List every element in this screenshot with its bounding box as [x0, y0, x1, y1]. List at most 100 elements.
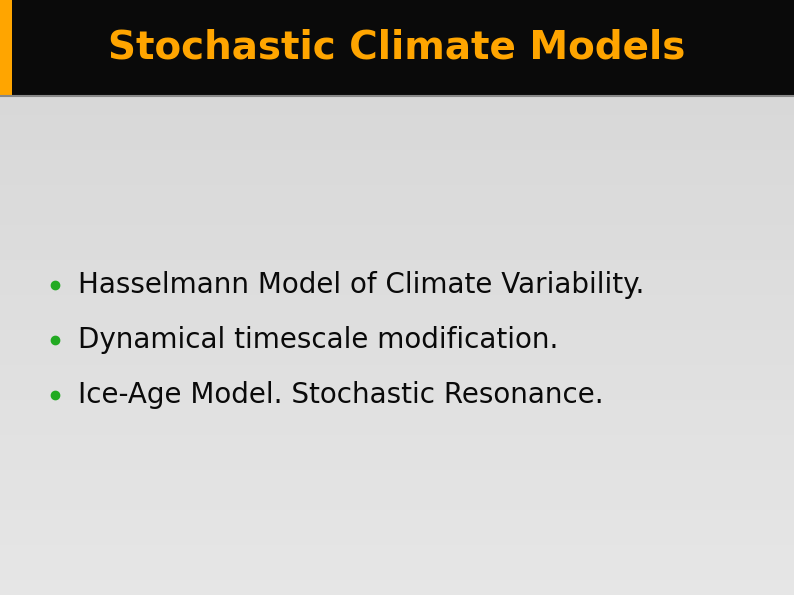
Bar — [0, 170, 794, 175]
Bar — [0, 525, 794, 530]
Bar — [0, 585, 794, 590]
Bar — [0, 395, 794, 400]
Bar — [0, 405, 794, 410]
Text: Dynamical timescale modification.: Dynamical timescale modification. — [78, 326, 558, 354]
Bar — [0, 145, 794, 150]
Bar — [0, 285, 794, 290]
Bar — [0, 265, 794, 270]
Bar — [0, 400, 794, 405]
Bar — [0, 375, 794, 380]
Bar — [0, 360, 794, 365]
Bar — [0, 385, 794, 390]
Text: Hasselmann Model of Climate Variability.: Hasselmann Model of Climate Variability. — [78, 271, 645, 299]
Bar — [0, 195, 794, 200]
Bar — [0, 115, 794, 120]
Bar — [0, 125, 794, 130]
Bar — [0, 445, 794, 450]
Bar — [0, 500, 794, 505]
Bar — [0, 345, 794, 350]
Bar — [0, 475, 794, 480]
Bar — [0, 290, 794, 295]
Bar — [0, 250, 794, 255]
Bar — [0, 440, 794, 445]
Bar — [0, 270, 794, 275]
Bar — [0, 245, 794, 250]
Bar — [0, 175, 794, 180]
Bar — [0, 105, 794, 110]
Bar — [0, 485, 794, 490]
Bar — [0, 510, 794, 515]
Bar — [0, 185, 794, 190]
Bar — [0, 155, 794, 160]
Bar — [0, 365, 794, 370]
Bar — [0, 135, 794, 140]
Bar — [0, 370, 794, 375]
Bar — [0, 180, 794, 185]
Bar — [0, 260, 794, 265]
Bar — [0, 230, 794, 235]
Bar — [0, 390, 794, 395]
Bar — [0, 315, 794, 320]
Bar — [0, 535, 794, 540]
Bar — [0, 300, 794, 305]
Bar — [0, 380, 794, 385]
Bar — [0, 295, 794, 300]
Bar — [0, 215, 794, 220]
Bar — [0, 450, 794, 455]
Bar — [0, 310, 794, 315]
Bar — [0, 210, 794, 215]
Bar — [0, 565, 794, 570]
Bar — [0, 0, 794, 95]
Bar — [0, 415, 794, 420]
Bar — [0, 355, 794, 360]
Bar — [0, 570, 794, 575]
Bar — [0, 240, 794, 245]
Bar — [0, 205, 794, 210]
Bar — [0, 560, 794, 565]
Bar — [0, 140, 794, 145]
Bar — [0, 555, 794, 560]
Bar — [0, 430, 794, 435]
Bar — [0, 590, 794, 595]
Bar — [0, 255, 794, 260]
Bar — [0, 455, 794, 460]
Bar — [0, 545, 794, 550]
Bar — [0, 110, 794, 115]
Bar — [0, 460, 794, 465]
Bar — [0, 420, 794, 425]
Bar — [0, 540, 794, 545]
Bar — [0, 515, 794, 520]
Bar — [0, 530, 794, 535]
Bar — [0, 550, 794, 555]
Bar — [0, 305, 794, 310]
Bar — [0, 235, 794, 240]
Bar — [0, 330, 794, 335]
Bar — [0, 495, 794, 500]
Bar — [0, 505, 794, 510]
Bar — [0, 190, 794, 195]
Text: Stochastic Climate Models: Stochastic Climate Models — [108, 29, 686, 67]
Bar — [0, 225, 794, 230]
Bar — [0, 0, 12, 95]
Bar — [0, 130, 794, 135]
Bar — [0, 320, 794, 325]
Bar — [0, 435, 794, 440]
Bar — [0, 120, 794, 125]
Bar — [0, 280, 794, 285]
Bar — [0, 220, 794, 225]
Bar — [0, 100, 794, 105]
Bar — [0, 150, 794, 155]
Bar — [0, 350, 794, 355]
Bar — [0, 520, 794, 525]
Bar — [0, 465, 794, 470]
Bar — [0, 490, 794, 495]
Bar — [0, 425, 794, 430]
Bar — [0, 325, 794, 330]
Bar — [0, 470, 794, 475]
Bar — [0, 580, 794, 585]
Bar — [0, 335, 794, 340]
Bar — [0, 200, 794, 205]
Bar — [0, 165, 794, 170]
Bar — [0, 340, 794, 345]
Bar — [0, 160, 794, 165]
